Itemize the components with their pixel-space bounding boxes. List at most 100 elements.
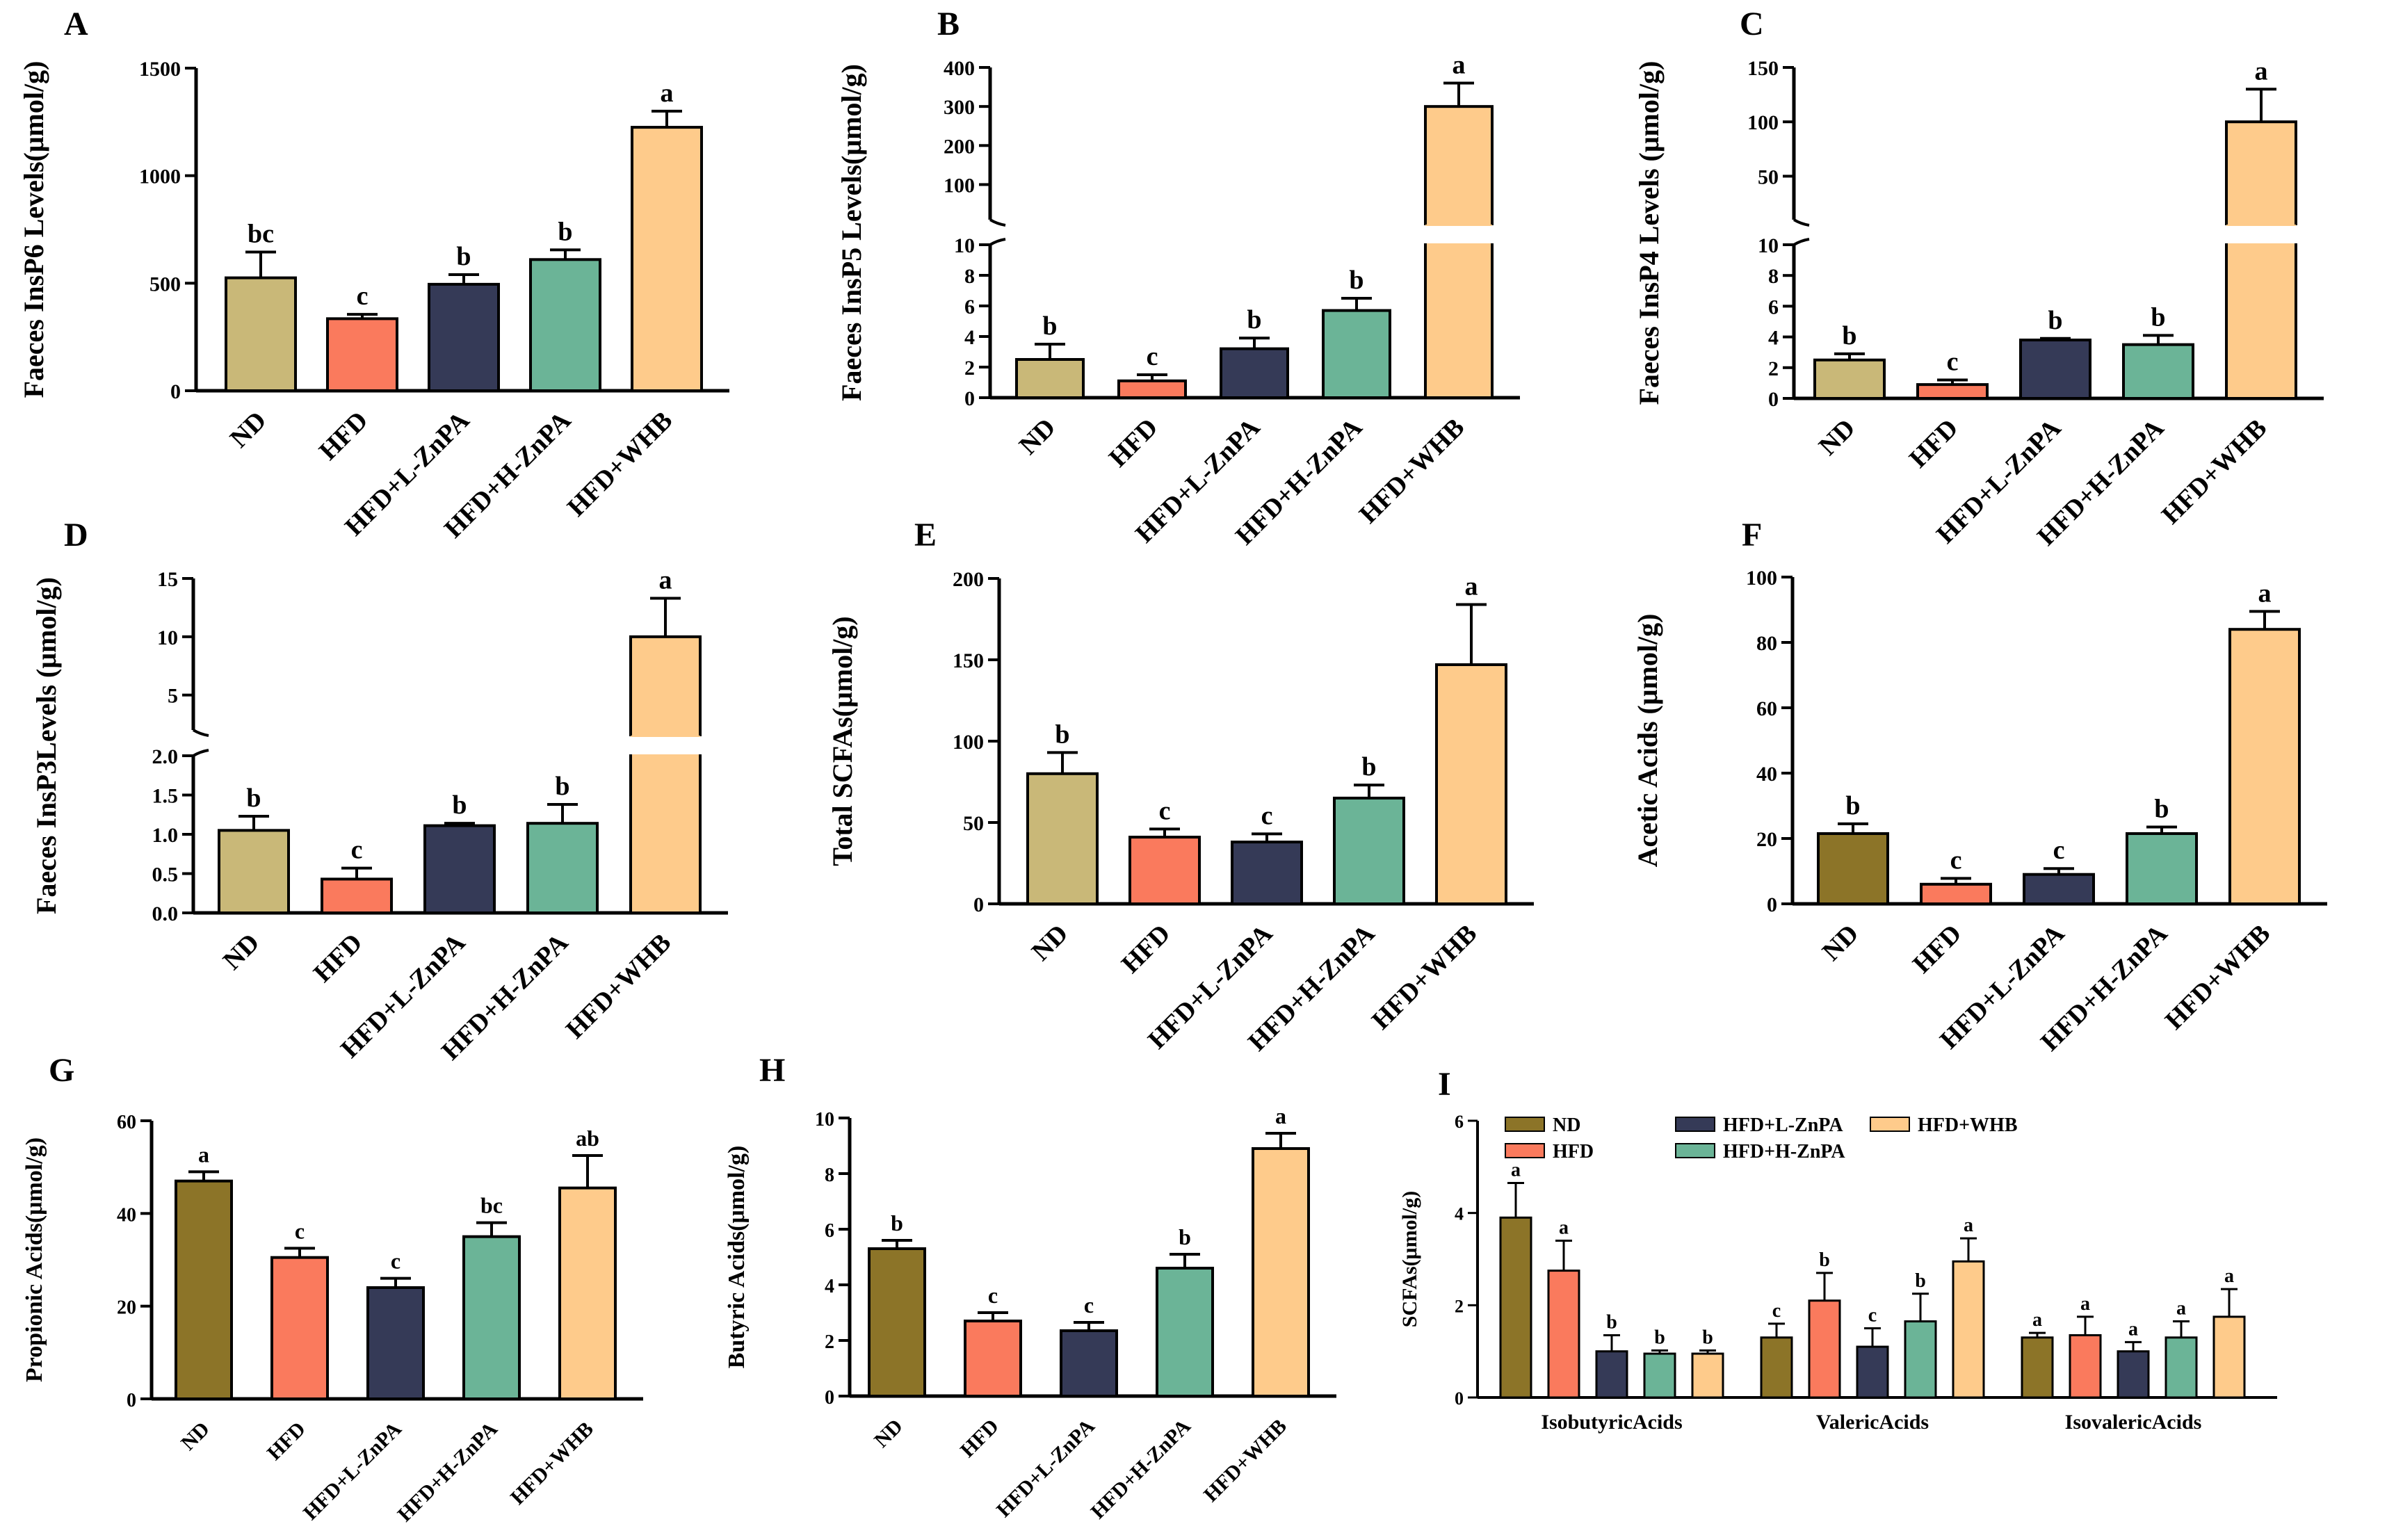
panel-i-y-ticks: 0 2 4 6 — [1455, 1112, 1478, 1409]
h-x-tick-hfd-l-znpa: HFD+L-ZnPA — [992, 1414, 1099, 1521]
panel-e-y-tick-label: 50 — [963, 812, 984, 835]
panel-i-bar-isovalericacids-hfd-whb — [2212, 1315, 2246, 1399]
panel-i-sig-letter-valericacids-nd: c — [1772, 1300, 1781, 1322]
panel-e-letter: E — [914, 517, 937, 553]
panel-f-bar-hfd-h-znpa — [2126, 832, 2198, 905]
panel-h-y-tick-label: 0 — [825, 1387, 834, 1409]
d-x-tick-hfd: HFD — [308, 928, 368, 988]
panel-e-bar-hfd-l-znpa — [1231, 841, 1303, 905]
panel-b-bar-break-gap — [1423, 225, 1495, 243]
panel-a-y-axis-title: Faeces InsP6 Levels(μmol/g) — [18, 61, 49, 398]
panel-a-y-ticks: 0 500 1000 1500 — [139, 58, 196, 403]
panel-i-legend-label-nd: ND — [1553, 1115, 1580, 1136]
panel-a-y-tick-label: 1500 — [139, 58, 181, 81]
g-x-tick-nd: ND — [177, 1418, 214, 1455]
d-x-tick-hfd-whb: HFD+WHB — [560, 928, 677, 1044]
panel-b-bar-nd — [1015, 358, 1085, 399]
panel-e-y-tick-label: 150 — [953, 649, 984, 672]
panel-i-bar-valericacids-hfd — [1808, 1299, 1841, 1399]
panel-b-y-tick-label: 8 — [964, 265, 975, 288]
panel-c-bar-hfd-l-znpa — [2019, 339, 2091, 400]
panel-a-sig-letter-hfd-whb: a — [661, 79, 674, 108]
panel-b-y-tick-label: 0 — [964, 387, 975, 410]
panel-i-bar-isovalericacids-hfd — [2069, 1334, 2102, 1399]
panel-a: A 0 500 1000 1500 Faeces InsP6 Levels(μmol/g)… — [18, 6, 729, 544]
panel-a-sig-letter-hfd-h-znpa: b — [558, 217, 572, 246]
panel-f-letter: F — [1742, 517, 1762, 553]
panel-g: G 0 20 40 60 Propionic Acids(μmol/g) a c c bc ab ND… — [22, 1052, 643, 1526]
panel-i-sig-letter-valericacids-hfd-l-znpa: c — [1868, 1305, 1877, 1327]
panel-d-bar-hfd-whb — [629, 635, 702, 914]
panel-a-bars: bc c b b a — [225, 79, 703, 392]
panel-i-y-tick-label: 0 — [1455, 1388, 1464, 1409]
panel-h-bar-nd — [868, 1247, 926, 1397]
h-x-tick-hfd-h-znpa: HFD+H-ZnPA — [1087, 1414, 1196, 1523]
panel-i-bar-isobutyricacids-hfd-l-znpa — [1595, 1350, 1628, 1399]
panel-c-bar-hfd — [1916, 383, 1989, 400]
panel-b-bar-hfd-l-znpa — [1220, 347, 1289, 400]
panel-e-y-ticks: 0 50 100 150 200 — [953, 568, 999, 916]
panel-b-sig-letter-hfd-h-znpa: b — [1349, 266, 1364, 295]
panel-g-sig-letter-hfd-l-znpa: c — [391, 1249, 400, 1274]
panel-c-y-tick-label: 6 — [1768, 295, 1779, 318]
panel-c-y-tick-label: 150 — [1747, 57, 1779, 80]
panel-f-y-tick-label: 100 — [1746, 567, 1777, 590]
panel-c-bars: b c b b a — [1813, 56, 2299, 400]
panel-d-sig-letter-hfd-h-znpa: b — [555, 772, 569, 801]
panel-e-y-tick-label: 100 — [953, 731, 984, 754]
panel-b-y-tick-label: 2 — [964, 357, 975, 380]
panel-i-sig-letter-isobutyricacids-hfd: a — [1559, 1217, 1569, 1238]
f-x-tick-hfd: HFD — [1907, 919, 1967, 979]
panel-a-bar-hfd — [326, 317, 398, 392]
panel-b-bar-hfd — [1117, 379, 1187, 399]
panel-d-sig-letter-hfd-whb: a — [659, 566, 672, 595]
panel-h-sig-letter-nd: b — [891, 1210, 903, 1235]
panel-i-x-group-isobutyricacids: IsobutyricAcids — [1541, 1411, 1682, 1434]
panel-i-legend-swatch-hfd-whb — [1870, 1117, 1910, 1132]
panel-d-y-tick-label: 2.0 — [152, 745, 179, 768]
panel-c-y-tick-label: 0 — [1768, 388, 1779, 411]
panel-h-y-tick-label: 4 — [825, 1276, 834, 1297]
panel-d-sig-letter-nd: b — [246, 784, 261, 813]
panel-i-bar-valericacids-hfd-h-znpa — [1904, 1320, 1937, 1399]
panel-b-sig-letter-hfd-l-znpa: b — [1247, 305, 1261, 334]
panel-i-sig-letter-isovalericacids-hfd-l-znpa: a — [2128, 1318, 2138, 1340]
panel-i-bar-isovalericacids-nd — [2021, 1336, 2054, 1399]
panel-h-sig-letter-hfd-whb: a — [1275, 1103, 1286, 1128]
panel-d-y-tick-label: 1.5 — [152, 785, 179, 808]
panel-h-sig-letter-hfd-l-znpa: c — [1084, 1292, 1094, 1318]
panel-b-axis-break-mark — [989, 218, 1006, 246]
panel-e-y-tick-label: 200 — [953, 568, 984, 591]
panel-c-letter: C — [1740, 6, 1764, 42]
panel-f-y-tick-label: 20 — [1756, 828, 1777, 851]
panel-i-x-group-isovalericacids: IsovalericAcids — [2065, 1411, 2202, 1434]
f-x-tick-hfd-whb: HFD+WHB — [2160, 919, 2276, 1035]
panel-d-bar-hfd-h-znpa — [526, 822, 599, 915]
panel-c-y-ticks: 0 2 4 6 8 10 50 100 150 — [1747, 57, 1794, 411]
panel-c-y-tick-label: 4 — [1768, 327, 1779, 350]
panel-i-bar-isovalericacids-hfd-h-znpa — [2165, 1336, 2198, 1399]
panel-i-bar-isovalericacids-hfd-l-znpa — [2117, 1350, 2150, 1399]
panel-e-sig-letter-hfd-h-znpa: b — [1361, 752, 1376, 781]
panel-i-sig-letter-isobutyricacids-hfd-whb: b — [1702, 1327, 1713, 1348]
panel-e-sig-letter-nd: b — [1055, 720, 1069, 749]
g-x-tick-hfd-whb: HFD+WHB — [506, 1418, 598, 1509]
panel-i-bar-valericacids-nd — [1760, 1336, 1793, 1399]
panel-f-y-ticks: 0 20 40 60 80 100 — [1746, 567, 1793, 916]
panel-c-sig-letter-hfd-l-znpa: b — [2048, 306, 2062, 335]
panel-c-sig-letter-nd: b — [1842, 321, 1856, 350]
panel-i-sig-letter-valericacids-hfd-whb: a — [1964, 1215, 1973, 1236]
panel-i-y-tick-label: 4 — [1455, 1204, 1464, 1224]
panel-d-y-tick-label: 15 — [157, 568, 178, 591]
panel-i-bar-isobutyricacids-hfd-whb — [1691, 1352, 1724, 1399]
panel-i-y-tick-label: 2 — [1455, 1296, 1464, 1316]
panel-c-axis-break-mark — [1793, 218, 1810, 246]
panel-d-bar-break-gap — [628, 736, 703, 754]
h-x-tick-nd: ND — [870, 1415, 907, 1452]
panel-c-sig-letter-hfd: c — [1947, 347, 1959, 376]
panel-b-y-tick-label: 4 — [964, 326, 975, 349]
panel-f-y-tick-label: 0 — [1767, 893, 1777, 916]
panel-e-bar-hfd-whb — [1435, 663, 1507, 906]
panel-c-y-axis-title: Faeces InsP4 Levels (μmol/g) — [1633, 61, 1665, 405]
panel-g-bar-hfd-h-znpa — [462, 1235, 521, 1400]
